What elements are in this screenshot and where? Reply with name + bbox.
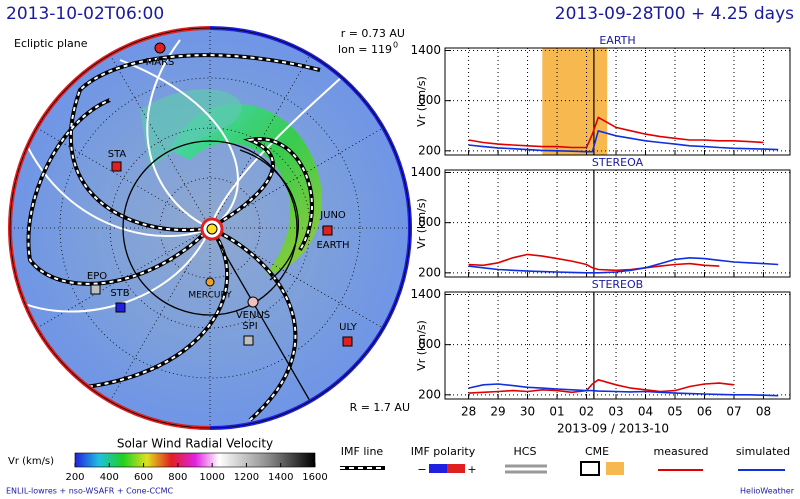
plot-frame bbox=[444, 291, 791, 400]
x-tick-label: 03 bbox=[608, 405, 623, 419]
legend-label: − bbox=[417, 463, 426, 476]
legend-label: measured bbox=[654, 445, 709, 458]
lon-label: lon = 119 bbox=[338, 43, 392, 56]
series-line bbox=[468, 129, 779, 153]
panel-title: EARTH bbox=[599, 34, 635, 47]
plot-frame bbox=[444, 47, 791, 156]
series-title: 2013-09-28T00 + 4.25 days bbox=[555, 4, 794, 24]
R-label: R = 1.7 AU bbox=[350, 401, 410, 414]
time-series: EARTH Vr (km/s) 200 800 1400 STEREOA Vr (km/s)… bbox=[410, 34, 791, 436]
x-tick-label: 05 bbox=[667, 405, 682, 419]
legend-label: HCS bbox=[514, 445, 537, 458]
legend-label: + bbox=[467, 463, 476, 476]
colorbar-tick-label: 1400 bbox=[268, 472, 293, 483]
series-line bbox=[468, 378, 735, 394]
colorbar-tick-label: 1000 bbox=[199, 472, 224, 483]
y-axis-label: Vr (km/s) bbox=[415, 76, 428, 127]
body-label: EARTH bbox=[316, 240, 349, 251]
cme-span bbox=[542, 48, 608, 155]
y-tick-label: 800 bbox=[418, 215, 441, 229]
x-tick-label: 02 bbox=[579, 405, 594, 419]
panel-title: STEREOB bbox=[592, 278, 643, 291]
body-label: JUNO bbox=[319, 210, 346, 221]
bodies bbox=[90, 42, 353, 347]
x-tick-label: 30 bbox=[520, 405, 535, 419]
plot-area bbox=[445, 170, 790, 277]
colorbar-tick-label: 600 bbox=[134, 472, 153, 483]
y-tick-label: 800 bbox=[418, 93, 441, 107]
plot-frame bbox=[444, 169, 791, 278]
y-tick-label: 1400 bbox=[410, 165, 441, 179]
y-tick-label: 200 bbox=[418, 143, 441, 157]
x-tick-label: 29 bbox=[490, 405, 505, 419]
y-tick-label: 200 bbox=[418, 387, 441, 401]
colorbar-tick-label: 1600 bbox=[302, 472, 327, 483]
y-tick-label: 200 bbox=[418, 265, 441, 279]
y-axis-label: Vr (km/s) bbox=[415, 320, 428, 371]
sun-core bbox=[206, 223, 218, 235]
x-tick-label: 28 bbox=[461, 405, 476, 419]
colorbar-tick-label: 200 bbox=[65, 472, 84, 483]
legend-label: IMF line bbox=[341, 445, 384, 458]
series-line bbox=[468, 383, 779, 397]
body-label: SPI bbox=[242, 321, 257, 332]
footer-left: ENLIL-lowres + nso-WSAFR + Cone-CCMC bbox=[6, 487, 174, 496]
series-line bbox=[468, 256, 779, 274]
legend-label: IMF polarity bbox=[411, 445, 476, 458]
body-label: STB bbox=[110, 288, 129, 299]
y-tick-label: 800 bbox=[418, 337, 441, 351]
plane-label: Ecliptic plane bbox=[14, 37, 88, 50]
x-tick-label: 06 bbox=[697, 405, 712, 419]
body-label: EPO bbox=[87, 271, 107, 282]
plot-area bbox=[445, 292, 790, 399]
x-tick-label: 01 bbox=[549, 405, 564, 419]
series-line bbox=[468, 116, 764, 149]
r-label: r = 0.73 AU bbox=[341, 27, 405, 40]
colorbar-title: Solar Wind Radial Velocity bbox=[117, 437, 273, 451]
legend-label: CME bbox=[585, 445, 609, 458]
colorbar-tick-label: 400 bbox=[100, 472, 119, 483]
plot-area bbox=[445, 48, 790, 155]
series-line bbox=[468, 253, 720, 272]
y-axis-label: Vr (km/s) bbox=[415, 198, 428, 249]
colorbar-tick-label: 800 bbox=[168, 472, 187, 483]
x-tick-label: 04 bbox=[638, 405, 653, 419]
x-axis-label: 2013-09 / 2013-10 bbox=[557, 422, 669, 436]
colorbar bbox=[74, 452, 316, 468]
footer-right: HelioWeather bbox=[740, 487, 795, 496]
body-label: MARS bbox=[146, 57, 175, 68]
colorbar-unit: Vr (km/s) bbox=[8, 456, 54, 467]
x-tick-label: 07 bbox=[726, 405, 741, 419]
y-tick-label: 1400 bbox=[410, 43, 441, 57]
x-tick-label: 08 bbox=[756, 405, 771, 419]
disc-edge bbox=[9, 27, 411, 429]
body-label: ULY bbox=[339, 322, 358, 333]
lon-sup: 0 bbox=[393, 41, 398, 50]
legend-label: simulated bbox=[736, 445, 790, 458]
body-label: STA bbox=[108, 149, 127, 160]
legend-key bbox=[580, 461, 600, 476]
body-label: VENUS bbox=[236, 310, 270, 321]
time-title: 2013-10-02T06:00 bbox=[6, 4, 164, 24]
panel-title: STEREOA bbox=[592, 156, 644, 169]
legend-key bbox=[606, 462, 624, 475]
legend-key bbox=[447, 464, 465, 473]
legend-key bbox=[429, 464, 447, 473]
colorbar-tick-label: 1200 bbox=[234, 472, 259, 483]
body-label: MERCURY bbox=[188, 291, 232, 301]
y-tick-label: 1400 bbox=[410, 287, 441, 301]
